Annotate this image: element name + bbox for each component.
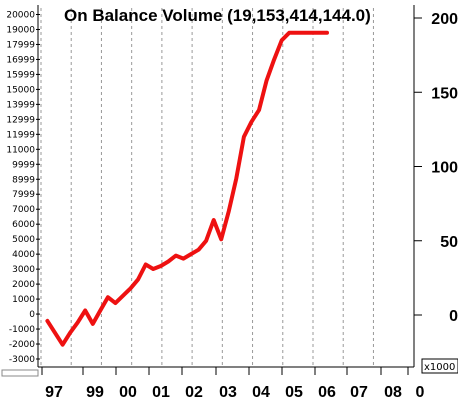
left-tick-label: -3000: [9, 355, 35, 365]
left-tick-label: 17999: [6, 40, 35, 50]
x-tick-label: 02: [185, 384, 203, 401]
obv-series-line: [45, 30, 329, 347]
right-tick-label: 150: [431, 85, 458, 102]
right-tick-label: 100: [431, 160, 458, 177]
left-tick-label: 2000: [12, 280, 35, 290]
scale-note-box: x1000: [421, 358, 458, 374]
left-tick-label: 20000: [6, 11, 35, 21]
x-tick-label: 00: [119, 384, 137, 401]
left-tick-label: -1000: [9, 325, 35, 335]
right-tick-label: 50: [440, 234, 458, 251]
x-tick-label: 05: [285, 384, 303, 401]
left-tick-label: 0: [29, 310, 35, 320]
x-tick-label: 04: [252, 384, 270, 401]
scale-note-frame: [421, 358, 458, 374]
left-tick-label: 4000: [12, 250, 35, 260]
left-tick-label: 7000: [12, 205, 35, 215]
x-tick-label: 07: [350, 384, 368, 401]
left-tick-label: 6000: [12, 220, 35, 230]
left-scrollbar-stub[interactable]: [1, 369, 39, 377]
left-tick-label: 5000: [12, 235, 35, 245]
right-tick-label: 200: [431, 11, 458, 28]
x-tick-label: 01: [152, 384, 170, 401]
left-tick-label: 19000: [6, 25, 35, 35]
left-axis-ticks: 2000019000179991699915999150001399912999…: [6, 11, 40, 365]
left-tick-label: 9999: [12, 160, 35, 170]
left-tick-label: 8999: [12, 175, 35, 185]
left-tick-label: -2000: [9, 340, 35, 350]
chart-title: On Balance Volume (19,153,414,144.0): [64, 6, 371, 25]
left-tick-label: 1000: [12, 295, 35, 305]
x-tick-label: 06: [318, 384, 336, 401]
left-tick-label: 15000: [6, 85, 35, 95]
right-axis-ticks: 200 150 100 50 0: [414, 11, 458, 325]
left-tick-label: 11999: [6, 130, 35, 140]
x-tick-label: 03: [219, 384, 237, 401]
left-tick-label: 3000: [12, 265, 35, 275]
left-tick-label: 13999: [6, 100, 35, 110]
right-tick-label: 0: [449, 308, 458, 325]
x-tick-label: 97: [45, 384, 63, 401]
x-axis-ticks: 97 99 00 01 02 03 04 05 06 07 08 0: [41, 367, 425, 401]
left-tick-label: 12999: [6, 115, 35, 125]
left-tick-label: 16999: [6, 55, 35, 65]
x-tick-label: 0: [416, 384, 425, 401]
scale-note-label: x1000: [424, 362, 455, 373]
x-tick-label: 08: [384, 384, 402, 401]
left-tick-label: 7999: [12, 190, 35, 200]
left-tick-label: 15999: [6, 70, 35, 80]
series-layer: [45, 30, 329, 347]
left-tick-label: 11000: [6, 145, 35, 155]
x-tick-label: 99: [86, 384, 104, 401]
